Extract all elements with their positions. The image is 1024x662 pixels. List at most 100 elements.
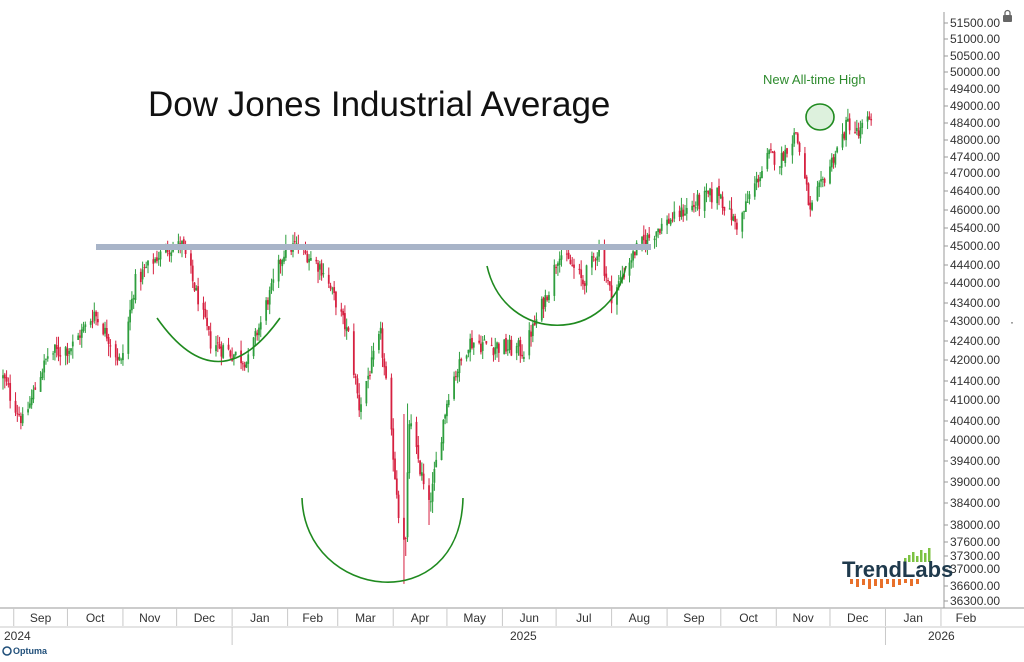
candle-body [682,209,685,217]
candle [415,416,418,455]
lock-icon[interactable] [1003,9,1012,22]
candle-body [116,357,119,361]
candle-body [57,347,60,356]
candle-body [667,218,670,224]
candle-body [494,347,497,354]
candle-body [267,300,269,305]
candle-body [744,201,747,212]
y-tick-label: 41400.00 [950,374,1000,388]
candle [510,335,513,357]
candle [369,370,371,380]
candle [823,177,826,187]
candle-body [691,205,694,211]
logo-accent-bar [898,579,901,585]
candle [782,150,785,161]
candlestick-series [2,108,873,584]
candle-body [490,345,493,347]
candle [139,268,142,291]
candle [522,351,525,362]
logo-bar [904,558,907,562]
candle-body [480,343,482,353]
candle-body [444,414,447,419]
candle-body [215,345,217,352]
candle [820,170,822,188]
y-tick-label: 41000.00 [950,393,1000,407]
candle-body [309,258,312,261]
candle [5,370,8,386]
candle [830,153,833,172]
candle [258,323,260,341]
x-tick-label: Dec [194,611,215,625]
candle [659,228,661,235]
candle-body [365,381,368,404]
candle [52,350,55,361]
candle-body [317,262,319,272]
logo-accent-bar [910,579,913,586]
candle [79,329,81,345]
candle [506,339,509,356]
candle-body [778,166,781,168]
candle-body [582,279,584,285]
candle [653,235,656,249]
candle-body [628,262,631,276]
candle-body [168,252,171,255]
candle-body [773,151,776,165]
candle-body [16,413,19,415]
candle-body [469,338,472,353]
candle-body [216,342,219,344]
candle [394,451,396,480]
candle-body [848,118,851,131]
candle [855,119,858,136]
candle-body [594,259,597,261]
candle [68,348,71,363]
candle-body [229,350,232,357]
candle-body [573,264,575,268]
candle [861,119,864,135]
candle-body [191,265,194,282]
candle-body [519,339,522,356]
candle-body [433,468,436,483]
candle-body [410,423,413,427]
x-tick-label: Aug [629,611,650,625]
candle [483,335,486,341]
x-tick-label: Oct [86,611,105,625]
x-tick-label: Mar [355,611,376,625]
candle-body [503,339,506,355]
candle [555,264,558,274]
candle [805,174,808,191]
candle [21,407,24,427]
candle [682,204,685,222]
candle-body [315,259,318,262]
candle [9,374,12,409]
candle [216,335,219,353]
candle-body [780,153,783,168]
candle [390,373,393,436]
candle [560,247,563,267]
candle [467,349,470,358]
candle-body [429,501,432,503]
candle-body [746,201,749,203]
candle-body [2,375,4,379]
candle-body [354,376,357,378]
plot-frame [0,12,1024,628]
candle-body [610,285,613,304]
candle [392,418,395,472]
candle [342,308,344,325]
candle-body [372,350,375,360]
candle-body [32,389,35,400]
candle [283,250,285,265]
candle [417,435,420,463]
candle [281,258,284,276]
candle-body [653,238,656,241]
candle-body [369,375,371,377]
candle [431,472,434,513]
candle [773,150,776,171]
candle-body [378,333,380,350]
candle-body [557,263,559,266]
candle-body [707,191,710,194]
footer: Optuma [2,646,48,656]
candle-body [82,326,85,331]
candle [265,297,268,325]
candle-body [227,344,230,350]
